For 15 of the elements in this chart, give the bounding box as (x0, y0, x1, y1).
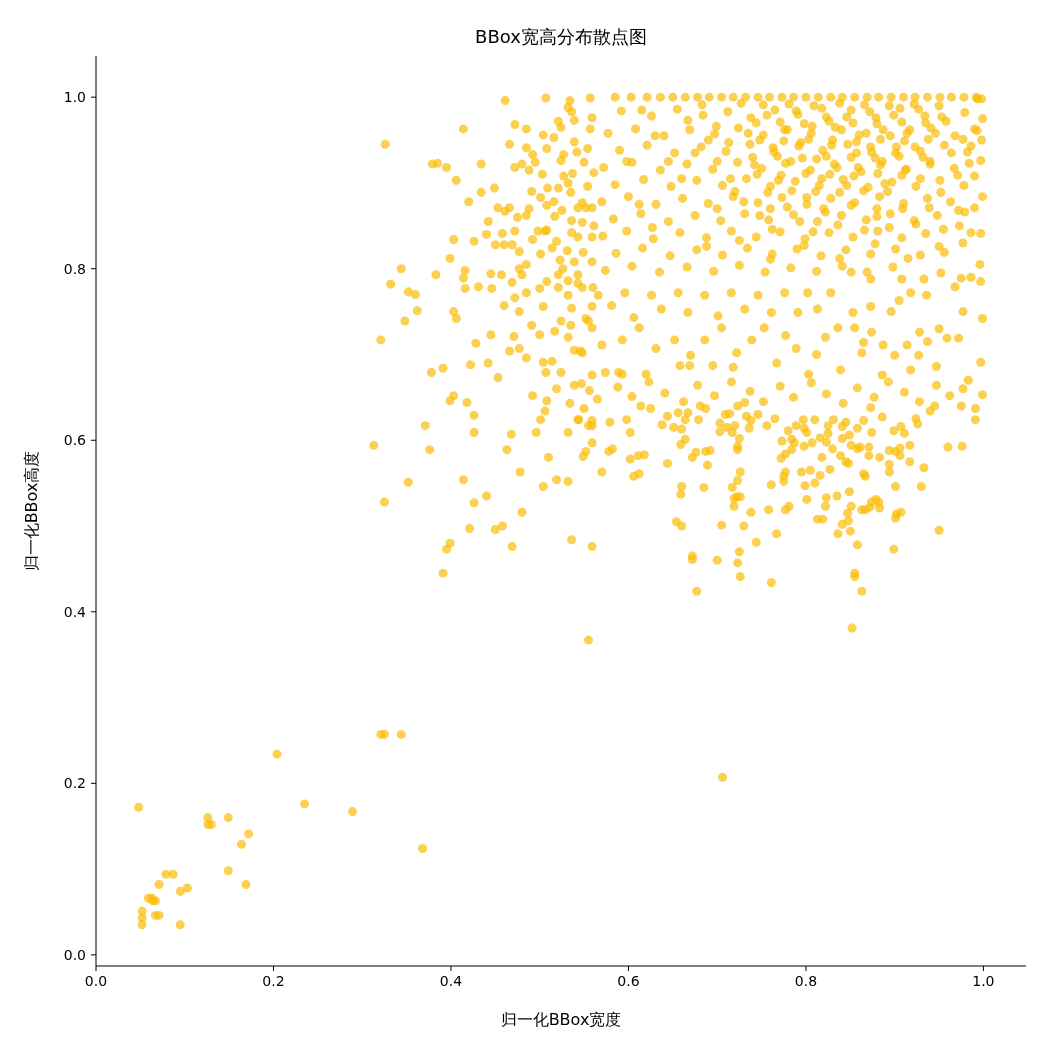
x-axis-title: 归一化BBox宽度 (499, 1010, 623, 1031)
x-tick-label: 1.0 (972, 972, 995, 989)
x-tick-label: 0.0 (84, 972, 108, 989)
x-tick-label: 0.4 (439, 972, 463, 989)
y-axis-title: 归一化BBox高度 (21, 450, 42, 572)
y-tick-label: 0.8 (63, 260, 86, 277)
y-tick-label: 1.0 (63, 89, 86, 106)
chart-title: BBox宽高分布散点图 (474, 25, 648, 49)
x-tick-label: 0.6 (617, 972, 640, 989)
y-tick-label: 0.4 (63, 603, 87, 620)
y-tick-label: 0.6 (63, 432, 87, 449)
y-tick-label: 0.0 (63, 946, 86, 963)
y-tick-label: 0.2 (63, 775, 86, 792)
x-tick-label: 0.8 (794, 972, 818, 989)
x-tick-label: 0.2 (262, 972, 285, 989)
